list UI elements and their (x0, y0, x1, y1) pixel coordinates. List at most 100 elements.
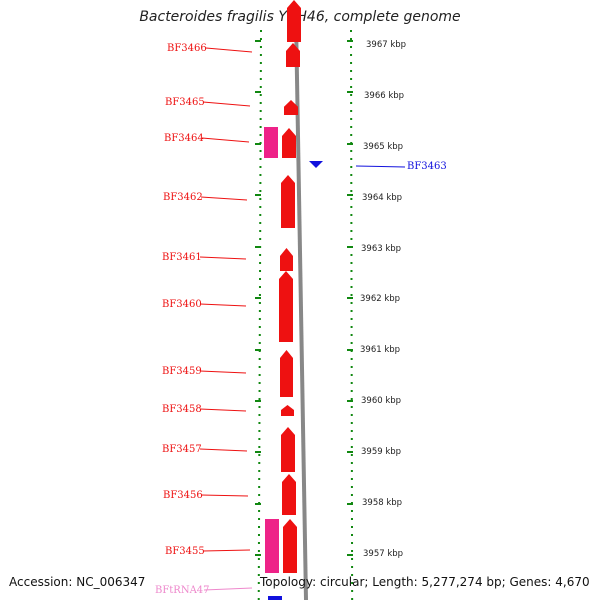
tick-dot (351, 534, 354, 536)
major-tick (347, 91, 353, 93)
tick-dot (259, 262, 262, 264)
gene-arrow (287, 0, 301, 42)
kbp-label: 3967 kbp (366, 40, 406, 50)
tick-dot (257, 558, 260, 560)
gene-arrow (284, 100, 298, 115)
tick-dot (258, 366, 261, 368)
tick-dot (259, 222, 262, 224)
gene-arrow (279, 271, 293, 342)
gene-labels: BF3466 BF3465 BF3464 BF3463 BF3462 BF3461 BF34… (155, 43, 447, 596)
gene-label[interactable]: BF3459 (162, 366, 202, 377)
tick-dot (259, 110, 262, 112)
gene-label[interactable]: BFtRNA47 (155, 585, 210, 596)
gene-block-pink (264, 127, 278, 158)
major-tick (255, 143, 261, 145)
tick-dot (350, 86, 353, 88)
leader-line (199, 370, 247, 374)
tick-dot (258, 334, 261, 336)
gene-features (264, 0, 323, 600)
major-tick (347, 143, 353, 145)
major-tick (347, 503, 353, 505)
tick-dot (257, 534, 260, 536)
kbp-label: 3965 kbp (363, 142, 403, 152)
tick-dot (350, 78, 353, 80)
tick-dot (259, 158, 262, 160)
tick-dot (259, 270, 262, 272)
tick-dot (259, 182, 262, 184)
tick-dot (350, 406, 353, 408)
leader-line (355, 165, 406, 168)
tick-dot (350, 94, 353, 96)
tick-dot (258, 430, 261, 432)
tick-dot (350, 358, 353, 360)
major-tick (347, 400, 353, 402)
tick-dot (258, 318, 261, 320)
kbp-scale: 3967 kbp 3966 kbp 3965 kbp 3964 kbp 3963 kbp… (360, 40, 406, 559)
tick-dot (258, 398, 261, 400)
tick-dot (350, 446, 353, 448)
tick-dot (350, 270, 353, 272)
tick-dot (350, 414, 353, 416)
major-tick (255, 349, 261, 351)
tick-dot (350, 182, 353, 184)
gene-block-pink (265, 519, 279, 573)
gene-label[interactable]: BF3458 (162, 404, 202, 415)
leader-line (202, 101, 251, 107)
tick-dot (350, 102, 353, 104)
tick-dot (259, 166, 262, 168)
tick-dot (351, 598, 354, 600)
tick-dot (350, 262, 353, 264)
tick-dot (350, 526, 353, 528)
gene-label[interactable]: BF3465 (165, 97, 205, 108)
major-tick (255, 554, 261, 556)
tick-dot (350, 286, 353, 288)
tick-dot (350, 62, 353, 64)
tick-dot (350, 462, 353, 464)
tick-dot (350, 214, 353, 216)
gene-label[interactable]: BF3456 (163, 490, 203, 501)
major-tick (255, 91, 261, 93)
accession-text: Accession: NC_006347 (9, 575, 146, 589)
tick-dot (351, 590, 354, 592)
tick-dot (257, 582, 260, 584)
tick-dot (259, 230, 262, 232)
tick-dot (350, 430, 353, 432)
gene-label[interactable]: BF3462 (163, 192, 203, 203)
leader-line (199, 303, 247, 307)
major-tick (347, 451, 353, 453)
gene-arrow (282, 128, 296, 158)
tick-dot (350, 30, 352, 32)
gene-arrow (283, 519, 297, 573)
major-tick (347, 194, 353, 196)
tick-dot (350, 478, 353, 480)
leader-line (199, 408, 247, 412)
gene-label[interactable]: BF3461 (162, 252, 202, 263)
tick-dot (350, 438, 353, 440)
tick-dot (350, 278, 353, 280)
tick-dot (258, 494, 261, 496)
tick-dot (350, 230, 353, 232)
tick-dot (260, 30, 262, 32)
gene-label[interactable]: BF3457 (162, 444, 202, 455)
tick-dot (259, 278, 262, 280)
gene-label[interactable]: BF3460 (162, 299, 202, 310)
kbp-label: 3962 kbp (360, 294, 400, 304)
tick-dot (350, 382, 353, 384)
gene-label[interactable]: BF3464 (164, 133, 204, 144)
major-tick (255, 40, 261, 42)
tick-dot (350, 126, 353, 128)
tick-dot (259, 118, 262, 120)
tick-dot (258, 446, 261, 448)
tick-dot (350, 150, 353, 152)
gene-label[interactable]: BF3466 (167, 43, 207, 54)
leader-line (200, 196, 248, 201)
gene-label[interactable]: BF3455 (165, 546, 205, 557)
tick-dot (258, 470, 261, 472)
tick-dot (350, 198, 353, 200)
tick-dot (258, 478, 261, 480)
tick-dot (350, 302, 353, 304)
gene-label[interactable]: BF3463 (407, 161, 447, 172)
tick-dot (350, 374, 353, 376)
tick-dot (258, 310, 261, 312)
tick-dot (258, 406, 261, 408)
